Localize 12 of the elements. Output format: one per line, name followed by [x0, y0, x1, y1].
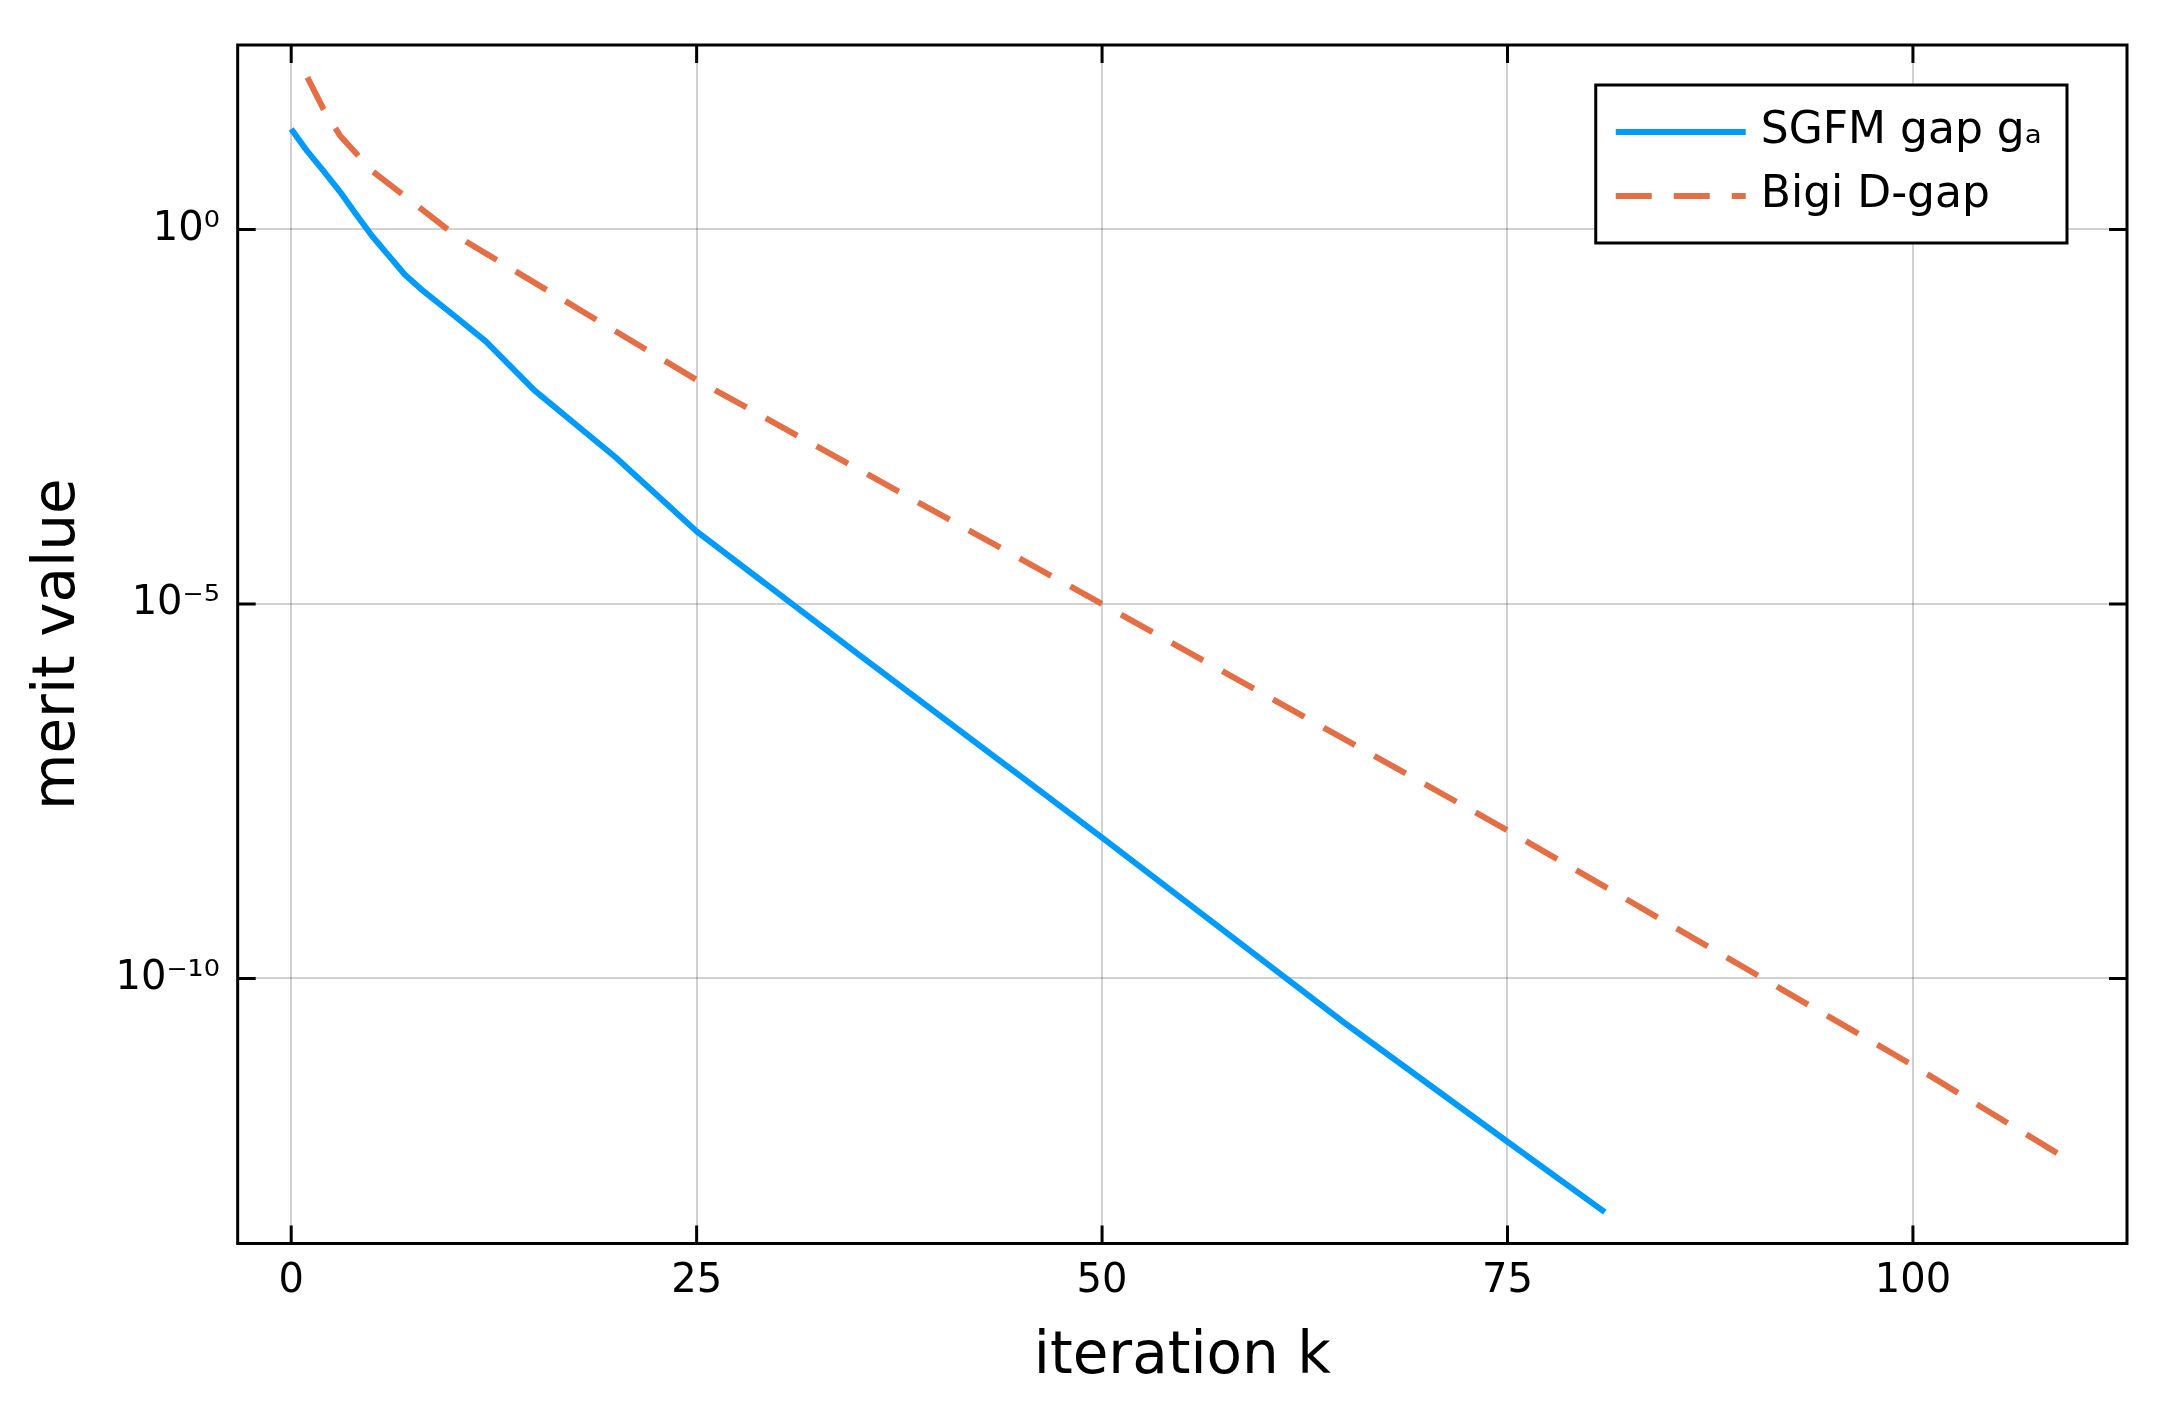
legend-label: SGFM gap gₐ: [1760, 102, 2043, 154]
y-axis-title: merit value: [19, 478, 88, 811]
y-tick-label: 10⁻⁵: [131, 577, 220, 624]
x-tick-label: 25: [671, 1254, 723, 1301]
y-tick-label: 10⁻¹⁰: [115, 951, 220, 998]
x-tick-label: 100: [1874, 1254, 1952, 1301]
x-tick-label: 50: [1076, 1254, 1128, 1301]
legend-label: Bigi D-gap: [1760, 166, 1990, 218]
x-axis-title: iteration k: [1033, 1319, 1332, 1388]
y-tick-label: 10⁰: [152, 202, 220, 249]
x-tick-label: 75: [1482, 1254, 1533, 1301]
x-tick-label: 0: [278, 1254, 304, 1301]
